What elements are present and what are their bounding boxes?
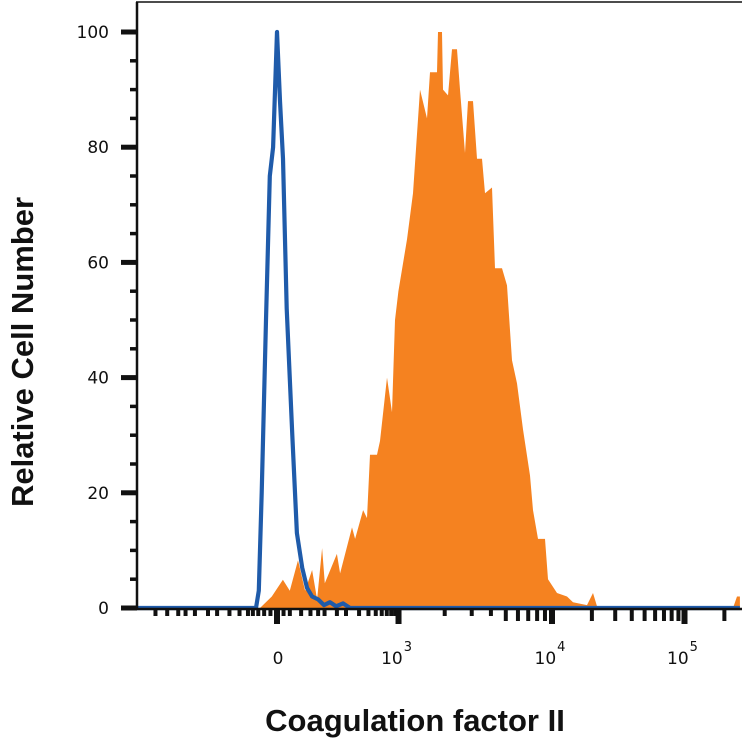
x-tick-label-base: 0 [273, 649, 284, 669]
x-tick-label-exponent: 3 [404, 640, 412, 655]
y-tick-label: 100 [77, 23, 109, 43]
sample-histogram-fill [260, 32, 740, 608]
x-axis-title: Coagulation factor II [265, 703, 565, 738]
x-tick-label: 105 [667, 640, 698, 669]
y-tick-label: 0 [98, 599, 109, 619]
x-tick-label: 104 [535, 640, 566, 669]
control-histogram-line [137, 29, 740, 611]
x-tick-label-base: 10 [535, 649, 557, 669]
x-tick-label: 0 [273, 649, 284, 669]
y-tick-label: 80 [87, 138, 109, 158]
x-tick-label-base: 10 [667, 649, 689, 669]
y-ticks: 0 20 40 60 80 100 [77, 23, 137, 619]
y-tick-label: 20 [87, 484, 109, 504]
x-tick-label: 103 [381, 640, 412, 669]
plot-series [137, 29, 740, 611]
x-tick-label-base: 10 [381, 649, 403, 669]
x-tick-label-exponent: 4 [557, 640, 565, 655]
y-tick-label: 60 [87, 253, 109, 273]
y-axis-title: Relative Cell Number [5, 197, 40, 507]
x-tick-label-exponent: 5 [690, 640, 698, 655]
y-tick-label: 40 [87, 369, 109, 389]
axes [135, 1, 742, 611]
